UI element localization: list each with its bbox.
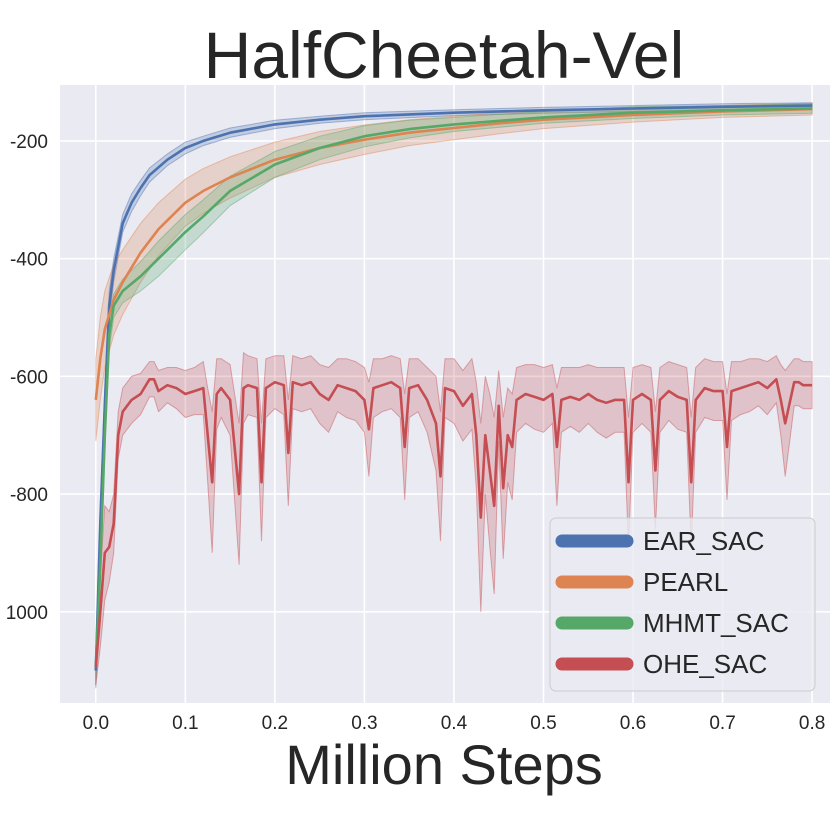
legend-frame [549,517,816,692]
grid [60,85,830,703]
y-tick-label: -600 [10,367,48,388]
legend-label: OHE_SAC [643,649,767,679]
y-tick-label: -800 [10,485,48,506]
line-ohe-sac [94,377,813,668]
x-tick-label: 0.7 [709,713,735,734]
y-tick-label: 1000 [6,603,48,624]
band-mhmt-sac [95,103,813,686]
x-tick-label: 0.4 [441,713,468,734]
x-tick-label: 0.3 [351,713,377,734]
x-tick-label: 0.2 [262,713,288,734]
series-lines [94,104,813,671]
y-tick-label: -400 [10,250,48,271]
legend-label: PEARL [643,567,728,597]
x-axis-ticks: 0.0 0.1 0.2 0.3 0.4 0.5 0.6 0.7 0.8 [83,713,826,734]
y-axis-ticks: -200 -400 -600 -800 1000 [6,132,48,624]
legend-label: MHMT_SAC [643,608,789,638]
y-tick-label: -200 [10,132,48,153]
line-mhmt-sac [94,107,813,668]
legend-label: EAR_SAC [643,526,764,556]
x-tick-label: 0.1 [172,713,198,734]
legend: EAR_SAC PEARL MHMT_SAC OHE_SAC [549,517,816,692]
x-tick-label: 0.0 [83,713,109,734]
x-tick-label: 0.6 [620,713,646,734]
line-pearl [94,107,813,401]
line-ear-sac [94,104,813,671]
x-axis-label: Million Steps [285,733,602,796]
x-tick-label: 0.8 [799,713,825,734]
chart-title: HalfCheetah-Vel [204,18,685,92]
x-tick-label: 0.5 [530,713,556,734]
